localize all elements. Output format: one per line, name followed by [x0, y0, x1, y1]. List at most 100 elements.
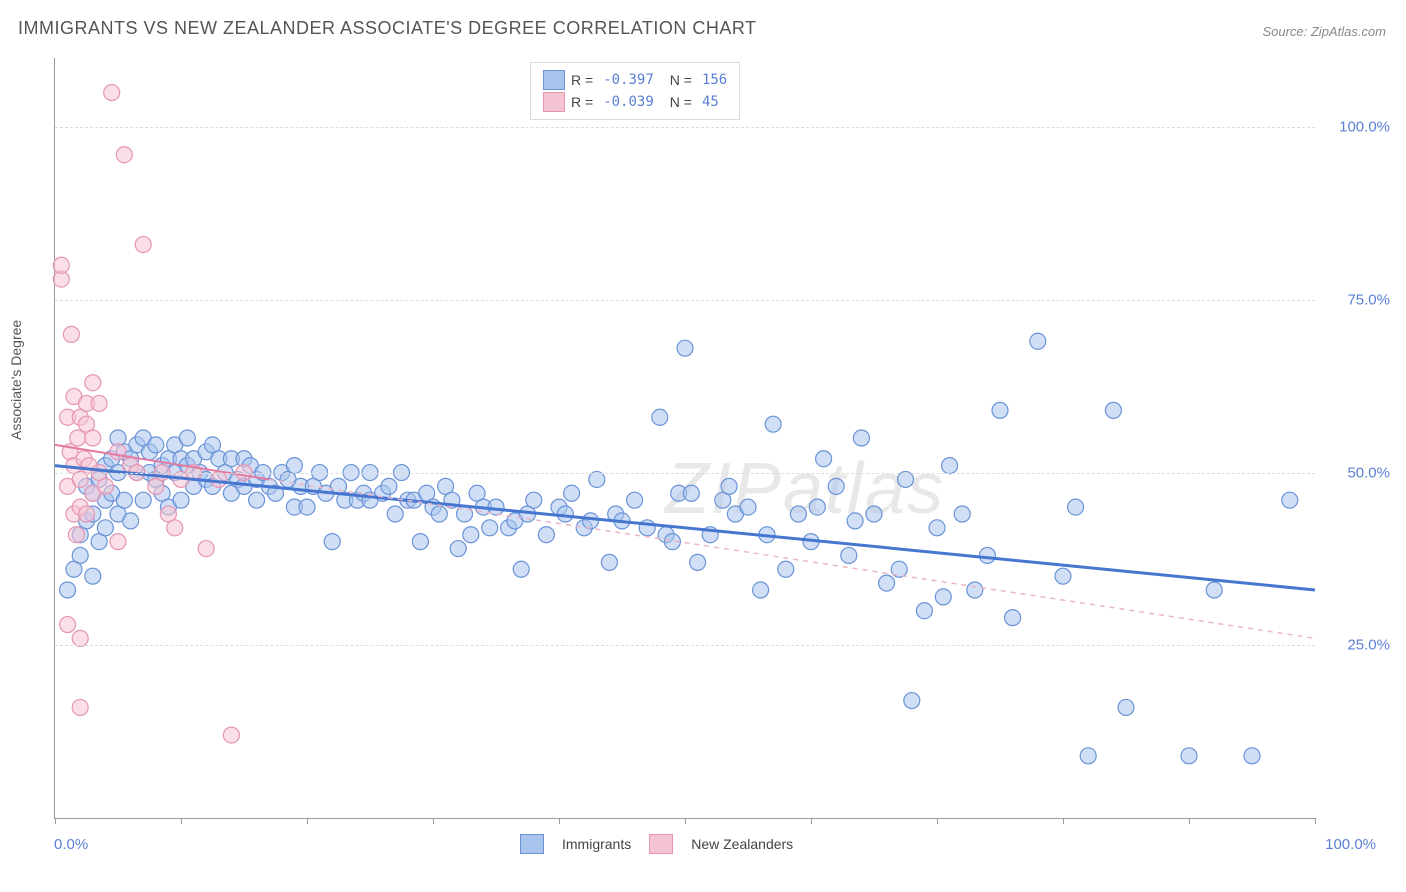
- x-tick: [811, 818, 812, 824]
- data-point: [1244, 748, 1260, 764]
- gridline: [55, 645, 1315, 646]
- trend-line-nz-dash: [269, 479, 1315, 638]
- x-axis-max-label: 100.0%: [1325, 836, 1376, 853]
- legend-r-value: -0.397: [603, 69, 654, 91]
- data-point: [60, 582, 76, 598]
- data-point: [173, 492, 189, 508]
- y-tick-label: 75.0%: [1347, 291, 1390, 308]
- data-point: [72, 699, 88, 715]
- data-point: [223, 727, 239, 743]
- data-point: [753, 582, 769, 598]
- x-tick: [685, 818, 686, 824]
- x-axis-min-label: 0.0%: [54, 836, 88, 853]
- data-point: [387, 506, 403, 522]
- chart-title: IMMIGRANTS VS NEW ZEALANDER ASSOCIATE'S …: [18, 18, 757, 39]
- stats-legend-row: R =-0.039N = 45: [543, 91, 727, 113]
- data-point: [68, 527, 84, 543]
- data-point: [816, 451, 832, 467]
- data-point: [179, 430, 195, 446]
- x-tick: [433, 818, 434, 824]
- x-tick: [1189, 818, 1190, 824]
- data-point: [916, 603, 932, 619]
- x-tick: [181, 818, 182, 824]
- data-point: [463, 527, 479, 543]
- data-point: [85, 430, 101, 446]
- data-point: [412, 534, 428, 550]
- data-point: [778, 561, 794, 577]
- data-point: [324, 534, 340, 550]
- data-point: [1080, 748, 1096, 764]
- data-point: [1105, 402, 1121, 418]
- y-tick-label: 25.0%: [1347, 637, 1390, 654]
- legend-r-value: -0.039: [603, 91, 654, 113]
- data-point: [1030, 333, 1046, 349]
- data-point: [110, 534, 126, 550]
- data-point: [286, 458, 302, 474]
- stats-legend: R =-0.397N =156R =-0.039N = 45: [530, 62, 740, 120]
- data-point: [979, 547, 995, 563]
- stats-legend-row: R = -0.397 N = 156: [543, 69, 727, 91]
- data-point: [841, 547, 857, 563]
- legend-n-label: N =: [670, 91, 692, 113]
- data-point: [690, 554, 706, 570]
- data-point: [110, 444, 126, 460]
- x-tick: [307, 818, 308, 824]
- source-attribution: Source: ZipAtlas.com: [1262, 24, 1386, 39]
- data-point: [898, 471, 914, 487]
- data-point: [1055, 568, 1071, 584]
- data-point: [589, 471, 605, 487]
- data-point: [866, 506, 882, 522]
- data-point: [135, 492, 151, 508]
- series-legend: ImmigrantsNew Zealanders: [520, 834, 793, 854]
- x-tick: [1315, 818, 1316, 824]
- data-point: [72, 630, 88, 646]
- data-point: [167, 520, 183, 536]
- legend-series-label: New Zealanders: [691, 836, 793, 852]
- data-point: [72, 471, 88, 487]
- data-point: [740, 499, 756, 515]
- x-tick: [937, 818, 938, 824]
- data-point: [104, 85, 120, 101]
- x-tick: [559, 818, 560, 824]
- y-axis-title: Associate's Degree: [8, 320, 24, 440]
- legend-n-value: 156: [702, 69, 727, 91]
- legend-r-label: R =: [571, 69, 593, 91]
- data-point: [148, 437, 164, 453]
- data-point: [1005, 610, 1021, 626]
- legend-swatch: [543, 92, 565, 112]
- legend-n-label: N =: [670, 69, 692, 91]
- data-point: [85, 375, 101, 391]
- y-tick-label: 100.0%: [1339, 119, 1390, 136]
- data-point: [601, 554, 617, 570]
- data-point: [721, 478, 737, 494]
- legend-swatch: [520, 834, 544, 854]
- legend-swatch: [543, 70, 565, 90]
- data-point: [526, 492, 542, 508]
- x-tick: [55, 818, 56, 824]
- data-point: [431, 506, 447, 522]
- data-point: [381, 478, 397, 494]
- legend-r-label: R =: [571, 91, 593, 113]
- data-point: [790, 506, 806, 522]
- data-point: [123, 513, 139, 529]
- data-point: [1068, 499, 1084, 515]
- data-point: [954, 506, 970, 522]
- data-point: [967, 582, 983, 598]
- data-point: [583, 513, 599, 529]
- data-point: [116, 492, 132, 508]
- data-point: [929, 520, 945, 536]
- data-point: [85, 568, 101, 584]
- data-point: [513, 561, 529, 577]
- gridline: [55, 300, 1315, 301]
- data-point: [72, 547, 88, 563]
- data-point: [1181, 748, 1197, 764]
- data-point: [97, 478, 113, 494]
- data-point: [450, 541, 466, 557]
- data-point: [677, 340, 693, 356]
- data-point: [211, 471, 227, 487]
- trend-line-immigrants: [55, 466, 1315, 590]
- data-point: [847, 513, 863, 529]
- data-point: [853, 430, 869, 446]
- y-tick-label: 50.0%: [1347, 464, 1390, 481]
- data-point: [1206, 582, 1222, 598]
